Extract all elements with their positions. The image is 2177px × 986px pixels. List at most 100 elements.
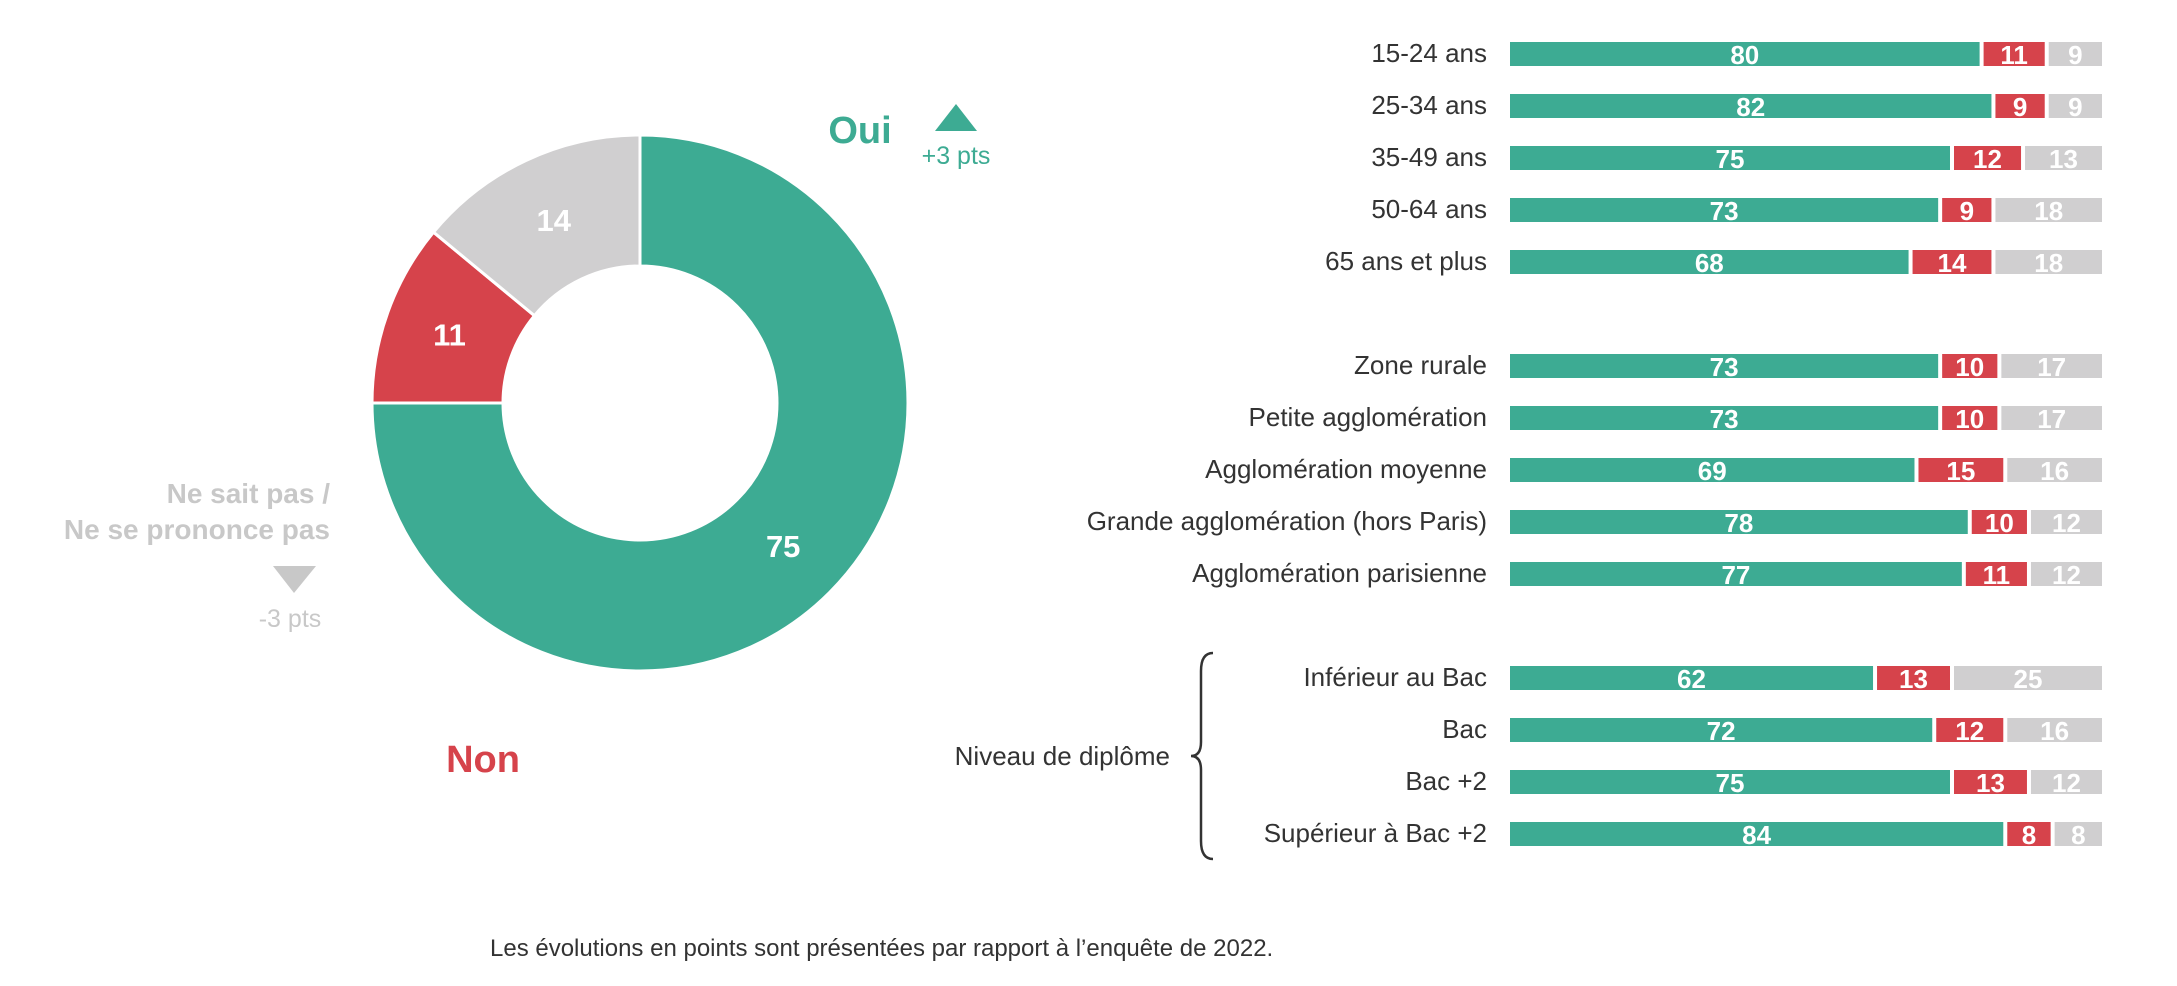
bar-segment-yes — [1510, 406, 1939, 430]
bar-value-yes: 80 — [1730, 40, 1759, 70]
bar-segment-no — [1954, 770, 2027, 794]
donut-slice-dk — [431, 133, 642, 318]
bar-value-yes: 77 — [1721, 560, 1750, 590]
bar-segment-yes — [1510, 510, 1968, 534]
bar-segment-no — [1918, 458, 2004, 482]
bar-value-dk: 17 — [2037, 352, 2066, 382]
bar-value-dk: 18 — [2034, 248, 2063, 278]
bar-value-dk: 12 — [2052, 768, 2081, 798]
bar-segment-dk — [1995, 250, 2102, 274]
group-brace — [1190, 651, 1214, 861]
bar-segment-no — [1965, 562, 2027, 586]
bar-row-label: Grande agglomération (hors Paris) — [1087, 506, 1487, 536]
bar-segment-dk — [2030, 510, 2102, 534]
bar-segment-yes — [1510, 770, 1950, 794]
evolution-down-arrow-icon — [273, 566, 316, 593]
bar-segment-dk — [2007, 718, 2102, 742]
donut-label-dk-line2: Ne se prononce pas — [64, 514, 330, 545]
bar-value-no: 15 — [1946, 456, 1975, 486]
bar-value-no: 10 — [1955, 352, 1984, 382]
bar-value-no: 10 — [1955, 404, 1984, 434]
bar-segment-dk — [2007, 458, 2102, 482]
bar-segment-yes — [1510, 354, 1939, 378]
evolution-up-arrow-icon — [935, 104, 977, 131]
bar-segment-yes — [1510, 250, 1909, 274]
bar-segment-no — [2007, 822, 2051, 846]
bar-segment-yes — [1510, 458, 1915, 482]
bar-value-yes: 73 — [1710, 404, 1739, 434]
bar-value-no: 10 — [1985, 508, 2014, 538]
bar-value-no: 13 — [1976, 768, 2005, 798]
bar-segment-dk — [1995, 198, 2102, 222]
bar-segment-yes — [1510, 94, 1992, 118]
bar-value-no: 8 — [2022, 820, 2036, 850]
footnote: Les évolutions en points sont présentées… — [490, 935, 1274, 962]
bar-segment-yes — [1510, 562, 1962, 586]
bar-segment-no — [1995, 94, 2045, 118]
bar-value-dk: 13 — [2049, 144, 2078, 174]
bar-value-no: 9 — [1960, 196, 1974, 226]
bar-row-label: 65 ans et plus — [1325, 246, 1487, 276]
bar-segment-yes — [1510, 42, 1980, 66]
bar-value-dk: 16 — [2040, 716, 2069, 746]
bar-value-yes: 72 — [1707, 716, 1736, 746]
bar-value-yes: 84 — [1742, 820, 1771, 850]
evolution-dk-text: -3 pts — [259, 605, 322, 633]
bar-value-dk: 17 — [2037, 404, 2066, 434]
bar-segment-no — [1983, 42, 2045, 66]
bar-segment-dk — [2025, 146, 2102, 170]
bar-segment-no — [1877, 666, 1950, 690]
bar-value-dk: 18 — [2034, 196, 2063, 226]
bar-row-label: Agglomération moyenne — [1205, 454, 1487, 484]
bar-value-yes: 62 — [1677, 664, 1706, 694]
bar-value-yes: 73 — [1710, 196, 1739, 226]
bar-value-yes: 68 — [1695, 248, 1724, 278]
bar-segment-dk — [1954, 666, 2102, 690]
bar-segment-dk — [2001, 406, 2102, 430]
bar-segment-no — [1954, 146, 2022, 170]
bar-segment-yes — [1510, 146, 1950, 170]
bar-segment-dk — [2030, 562, 2102, 586]
bar-value-dk: 16 — [2040, 456, 2069, 486]
bar-segment-no — [1942, 406, 1998, 430]
bar-row-label: Agglomération parisienne — [1192, 558, 1487, 588]
bar-value-yes: 69 — [1698, 456, 1727, 486]
bar-segment-yes — [1510, 666, 1874, 690]
donut-label-dk-line1: Ne sait pas / — [167, 478, 331, 509]
bar-segment-yes — [1510, 198, 1939, 222]
donut-value-dk: 14 — [537, 203, 572, 238]
bar-value-dk: 8 — [2071, 820, 2085, 850]
bar-segment-no — [1936, 718, 2004, 742]
bar-value-yes: 75 — [1716, 144, 1745, 174]
bar-value-no: 9 — [2013, 92, 2027, 122]
bar-segment-no — [1942, 198, 1992, 222]
bar-value-no: 14 — [1938, 248, 1967, 278]
bar-segment-no — [1971, 510, 2027, 534]
bar-value-dk: 12 — [2052, 560, 2081, 590]
bar-row-label: Petite agglomération — [1249, 402, 1487, 432]
bar-row-label: 35-49 ans — [1371, 142, 1487, 172]
bar-segment-dk — [2054, 822, 2102, 846]
bar-segment-yes — [1510, 718, 1933, 742]
bar-value-dk: 9 — [2068, 92, 2082, 122]
bar-value-no: 13 — [1899, 664, 1928, 694]
bar-segment-dk — [2048, 94, 2102, 118]
donut-label-no: Non — [446, 739, 520, 781]
bar-row-label: 25-34 ans — [1371, 90, 1487, 120]
evolution-yes-text: +3 pts — [922, 142, 991, 170]
bar-row-label: Zone rurale — [1354, 350, 1487, 380]
donut-slice-yes — [370, 133, 910, 673]
bar-segment-dk — [2001, 354, 2102, 378]
bar-value-no: 11 — [2000, 40, 2028, 70]
bar-value-yes: 75 — [1716, 768, 1745, 798]
donut-value-no: 11 — [433, 317, 466, 352]
bar-value-no: 11 — [1983, 560, 2011, 590]
bar-row-label: Supérieur à Bac +2 — [1264, 818, 1487, 848]
donut-label-yes: Oui — [828, 110, 891, 152]
bar-value-no: 12 — [1973, 144, 2002, 174]
bar-value-dk: 25 — [2014, 664, 2043, 694]
bar-row-label: Bac +2 — [1405, 766, 1487, 796]
bar-value-no: 12 — [1955, 716, 1984, 746]
